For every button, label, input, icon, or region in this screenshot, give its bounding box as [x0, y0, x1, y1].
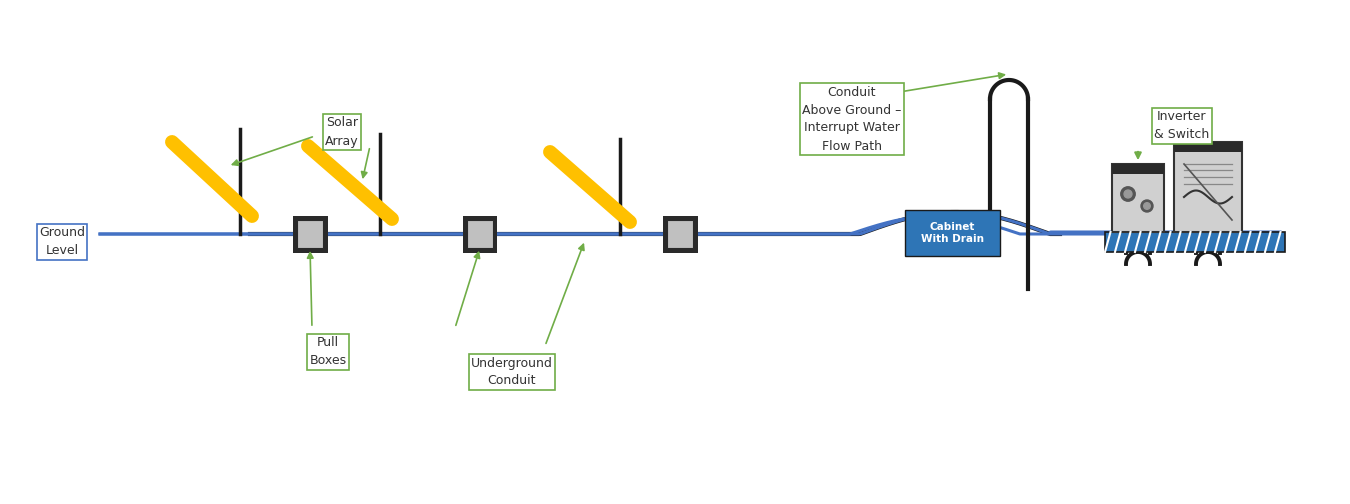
Circle shape: [1141, 200, 1153, 212]
FancyBboxPatch shape: [1174, 142, 1242, 232]
FancyBboxPatch shape: [467, 220, 493, 248]
Circle shape: [1120, 187, 1135, 201]
Circle shape: [1143, 203, 1150, 209]
Text: Ground
Level: Ground Level: [39, 226, 85, 258]
FancyBboxPatch shape: [293, 216, 328, 253]
Text: Cabinet
With Drain: Cabinet With Drain: [921, 222, 984, 244]
FancyBboxPatch shape: [463, 216, 498, 253]
Text: Inverter
& Switch: Inverter & Switch: [1154, 110, 1210, 142]
FancyBboxPatch shape: [1112, 164, 1164, 174]
FancyBboxPatch shape: [1174, 142, 1242, 152]
FancyBboxPatch shape: [663, 216, 698, 253]
FancyBboxPatch shape: [904, 210, 1000, 256]
Text: Solar
Array: Solar Array: [325, 116, 359, 148]
Circle shape: [1125, 190, 1131, 198]
FancyBboxPatch shape: [1112, 164, 1164, 232]
FancyBboxPatch shape: [297, 220, 323, 248]
Text: Underground
Conduit: Underground Conduit: [471, 356, 554, 388]
FancyBboxPatch shape: [1106, 232, 1285, 252]
Text: Pull
Boxes: Pull Boxes: [309, 337, 347, 367]
Text: Conduit
Above Ground –
Interrupt Water
Flow Path: Conduit Above Ground – Interrupt Water F…: [802, 86, 902, 153]
FancyBboxPatch shape: [667, 220, 693, 248]
